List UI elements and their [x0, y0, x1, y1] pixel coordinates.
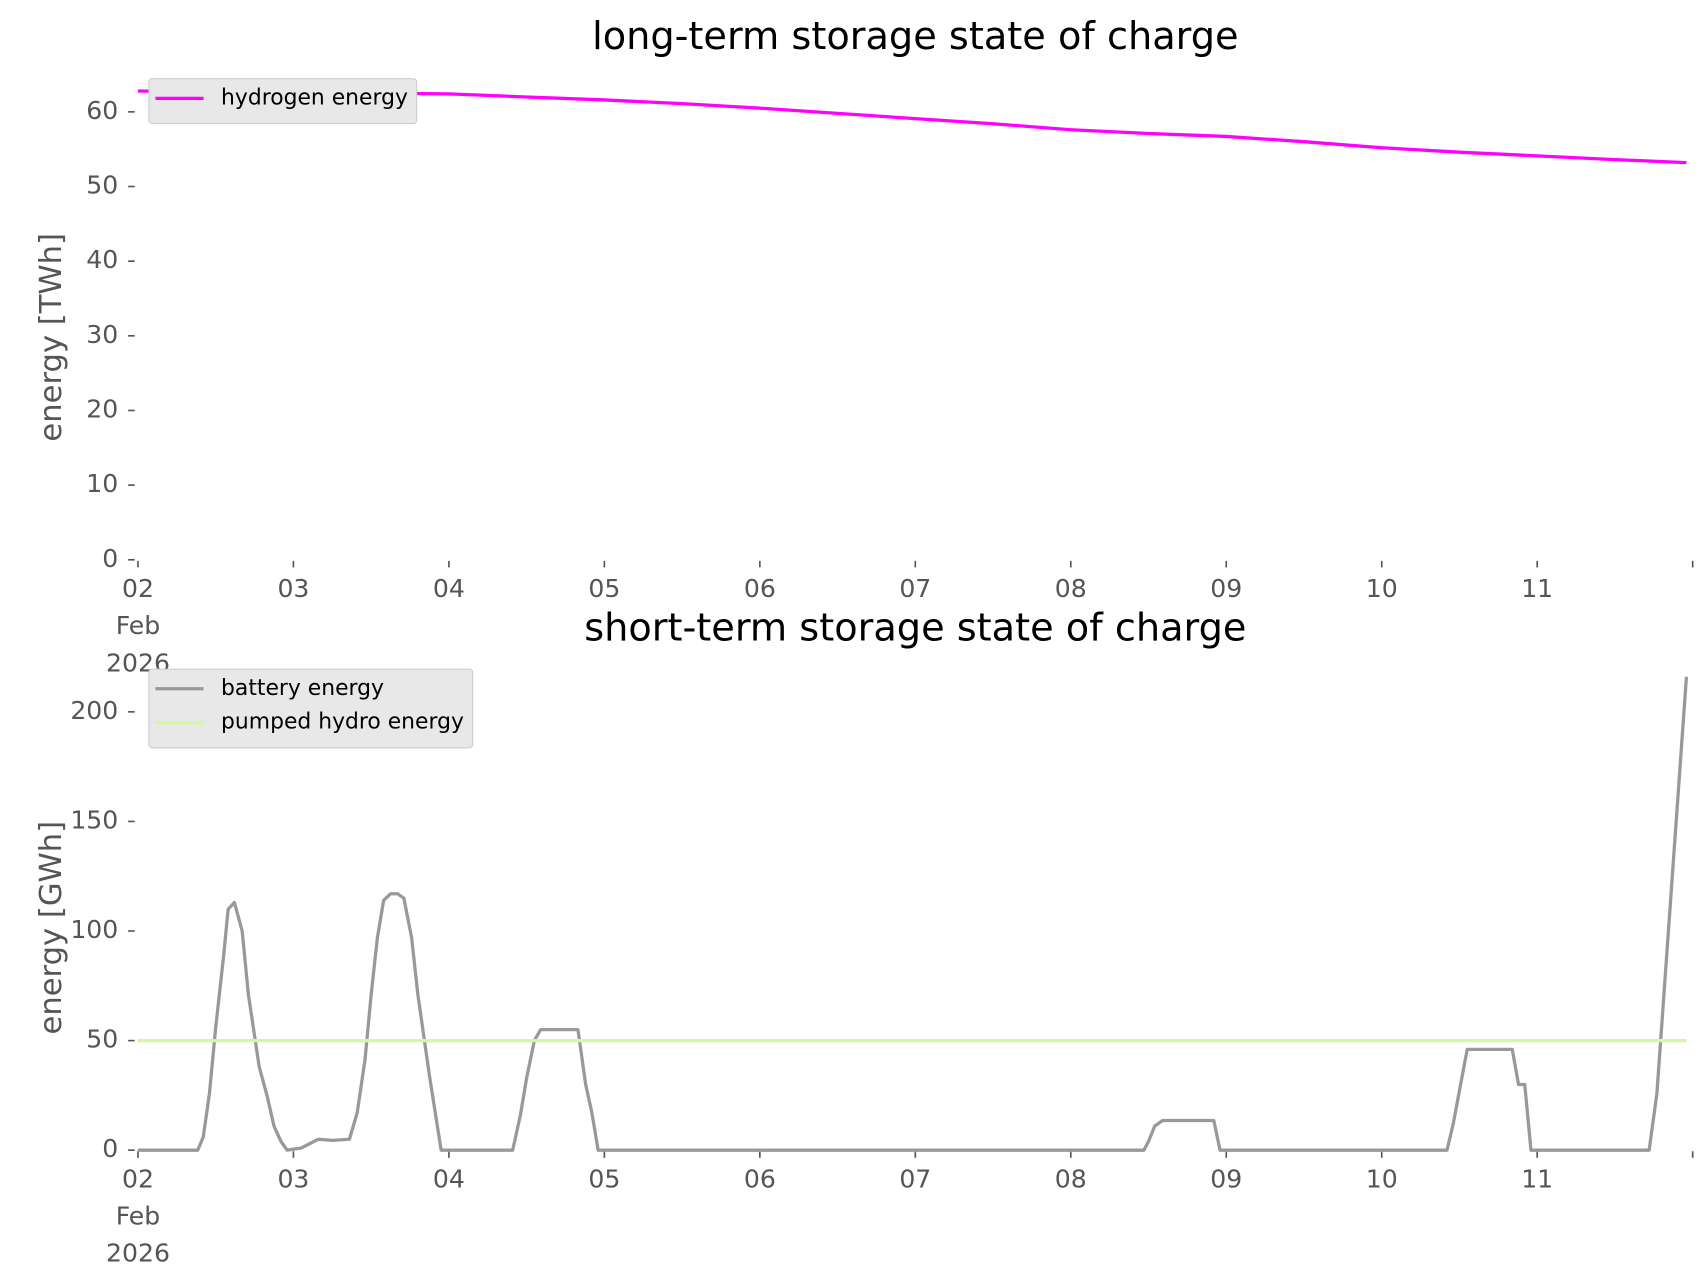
- y-tick-label: 30: [86, 320, 118, 349]
- x-tick-label: 05: [588, 1164, 620, 1193]
- y-tick-label: 150: [70, 805, 118, 834]
- x-tick-label: 02 Feb 2026: [106, 1164, 170, 1267]
- x-tick-label: 10: [1366, 574, 1398, 603]
- x-tick-label: 05: [588, 574, 620, 603]
- y-tick-label: 0: [102, 1134, 118, 1163]
- line: [137, 89, 1687, 165]
- x-tick-label: 06: [744, 1164, 776, 1193]
- y-tick-label: 50: [86, 171, 118, 200]
- legend-label: battery energy: [221, 676, 384, 701]
- x-tick-label: 04: [433, 574, 465, 603]
- y-axis-label: energy [GWh]: [34, 821, 69, 1035]
- x-tick-label: 07: [899, 574, 931, 603]
- y-tick-label: 40: [86, 245, 118, 274]
- y-tick-label: 0: [102, 544, 118, 573]
- y-tick-label: 100: [70, 915, 118, 944]
- x-tick-label: 08: [1055, 1164, 1087, 1193]
- y-tick-label: 60: [86, 96, 118, 125]
- legend: hydrogen energy: [148, 78, 418, 125]
- x-tick-label: 07: [899, 1164, 931, 1193]
- legend-box: [148, 78, 418, 125]
- chart-title: short-term storage state of charge: [584, 605, 1246, 650]
- x-tick-label: 04: [433, 1164, 465, 1193]
- x-tick-label: 09: [1210, 574, 1242, 603]
- y-tick-label: 10: [86, 469, 118, 498]
- line: [137, 676, 1689, 1152]
- legend-box: [148, 668, 474, 749]
- y-tick-label: 20: [86, 394, 118, 423]
- y-tick-label: 200: [70, 696, 118, 725]
- y-tick-label: 50: [86, 1025, 118, 1054]
- x-tick-label: 09: [1210, 1164, 1242, 1193]
- x-tick-label: 10: [1366, 1164, 1398, 1193]
- y-axis-label: energy [TWh]: [34, 233, 69, 442]
- legend: battery energy pumped hydro energy: [148, 668, 474, 749]
- x-tick-label: 11: [1521, 574, 1553, 603]
- x-tick-label: 06: [744, 574, 776, 603]
- chart-title: long-term storage state of charge: [592, 14, 1238, 59]
- x-tick-label: 11: [1521, 1164, 1553, 1193]
- x-tick-label: 03: [277, 1164, 309, 1193]
- x-tick-label: 03: [277, 574, 309, 603]
- legend-label: pumped hydro energy: [221, 710, 464, 735]
- legend-label: hydrogen energy: [221, 85, 408, 110]
- x-tick-label: 08: [1055, 574, 1087, 603]
- x-tick-label: 02 Feb 2026: [106, 574, 170, 677]
